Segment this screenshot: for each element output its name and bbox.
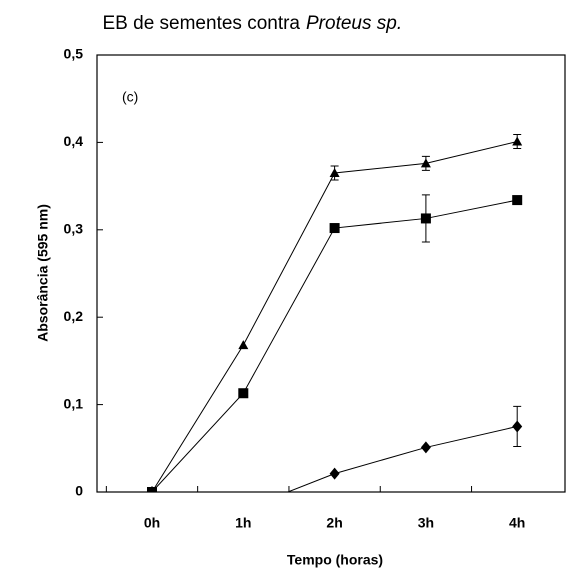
x-tick-label: 4h (509, 515, 525, 531)
plot-frame (96, 54, 566, 493)
marker (329, 467, 340, 480)
x-tick-label: 1h (235, 515, 251, 531)
series-line (151, 199, 518, 492)
y-tick-label: 0,2 (64, 308, 84, 324)
y-tick-label: 0,1 (64, 395, 84, 411)
marker (420, 441, 431, 454)
marker (512, 136, 523, 146)
chart-title-italic: Proteus sp. (306, 13, 402, 34)
x-tick-label: 3h (418, 515, 434, 531)
marker (420, 213, 431, 224)
marker (238, 388, 249, 399)
chart-title: EB de sementes contra (103, 13, 301, 34)
x-axis-label: Tempo (horas) (287, 552, 383, 568)
y-axis-label: Absorância (595 nm) (35, 204, 51, 342)
marker (512, 195, 523, 206)
marker (238, 340, 249, 350)
marker (420, 158, 431, 168)
y-tick-label: 0 (75, 483, 83, 499)
x-tick-label: 0h (144, 515, 160, 531)
marker (147, 486, 157, 492)
plot-area (147, 134, 523, 515)
x-tick-label: 2h (326, 515, 342, 531)
y-tick-label: 0,3 (64, 221, 84, 237)
marker (329, 223, 340, 234)
y-tick-label: 0,4 (64, 133, 84, 149)
y-tick-label: 0,5 (64, 46, 84, 62)
marker (512, 420, 523, 433)
panel-label: (c) (122, 89, 138, 105)
marker (238, 503, 248, 515)
marker (329, 167, 340, 177)
